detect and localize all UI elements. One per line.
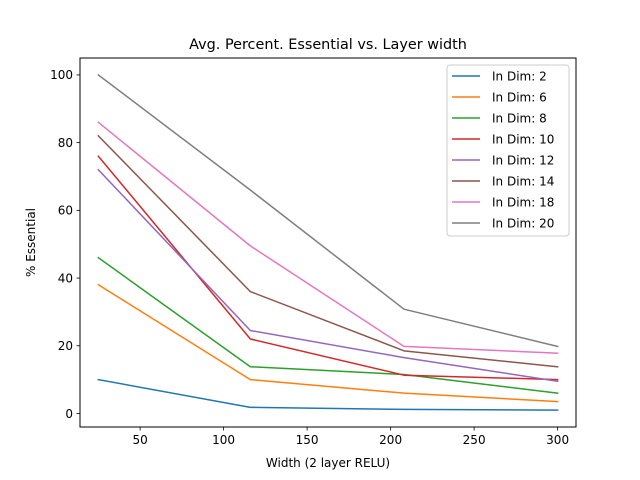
x-tick-label: 100 [212,433,235,447]
legend-label: In Dim: 8 [492,111,547,125]
series-layer [97,73,559,411]
plot-frame [79,57,577,428]
series-line-3 [97,256,559,394]
legend-label: In Dim: 6 [492,90,547,104]
y-tick-label: 40 [58,271,73,285]
x-tick-label: 300 [546,433,569,447]
series-line-5 [97,168,559,383]
series-line-7 [97,121,559,354]
y-tick-label: 0 [65,407,73,421]
y-tick-label: 80 [58,136,73,150]
legend-label: In Dim: 10 [492,132,554,146]
chart-title: Avg. Percent. Essential vs. Layer width [189,37,467,53]
series-line-6 [97,134,559,368]
legend-label: In Dim: 14 [492,174,554,188]
series-line-1 [97,378,559,411]
x-tick-label: 250 [463,433,486,447]
x-tick-label: 50 [132,433,147,447]
x-axis-label: Width (2 layer RELU) [266,456,390,470]
legend-items: In Dim: 2 In Dim: 6 In Dim: 8 In Dim: 10 In … [452,69,554,230]
legend-label: In Dim: 18 [492,195,554,209]
legend-label: In Dim: 12 [492,153,554,167]
y-tick-label: 100 [50,68,73,82]
legend: In Dim: 2 In Dim: 6 In Dim: 8 In Dim: 10 In … [446,64,570,237]
legend-label: In Dim: 20 [492,216,554,230]
legend-label: In Dim: 2 [492,69,547,83]
legend-frame [446,64,570,237]
y-axis-label: % Essential [24,208,38,277]
y-axis: 0 20 40 60 80 100 [50,68,80,421]
y-tick-label: 20 [58,339,73,353]
x-axis: 50 100 150 200 250 300 [132,427,569,447]
series-line-2 [97,283,559,403]
x-tick-label: 150 [296,433,319,447]
x-tick-label: 200 [379,433,402,447]
series-line-8 [97,73,559,348]
y-tick-label: 60 [58,204,73,218]
series-line-4 [97,155,559,381]
